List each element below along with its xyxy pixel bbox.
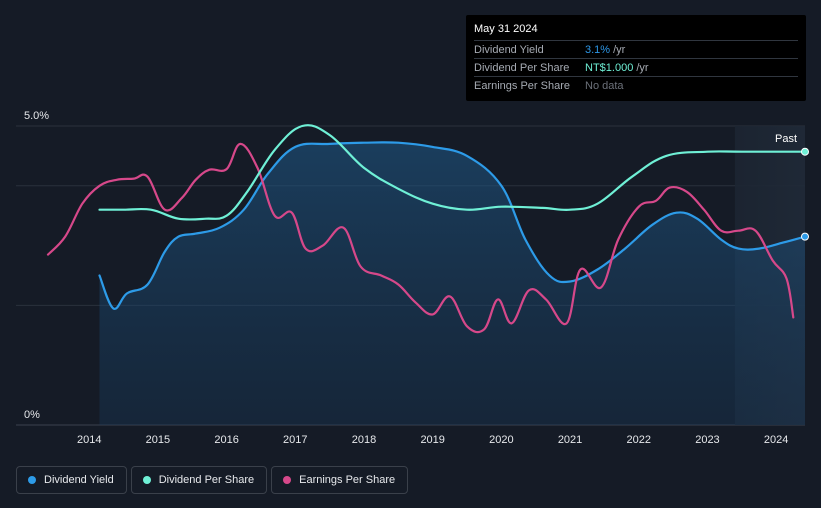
tooltip-label: Earnings Per Share bbox=[474, 79, 570, 92]
tooltip-row-earnings-per-share: Earnings Per Share No data bbox=[474, 76, 798, 94]
tooltip-unit: /yr bbox=[636, 61, 649, 74]
y-tick-label: 5.0% bbox=[24, 110, 49, 122]
tooltip-value: 3.1% bbox=[585, 43, 611, 56]
earnings-per-share-line bbox=[46, 142, 795, 334]
x-tick-label: 2021 bbox=[558, 434, 582, 446]
x-tick-label: 2019 bbox=[420, 434, 444, 446]
legend-item-dividend-per-share[interactable]: Dividend Per Share bbox=[130, 466, 268, 494]
series-layer bbox=[46, 124, 809, 425]
x-tick-label: 2020 bbox=[489, 434, 513, 446]
dividend-yield-end-marker bbox=[801, 232, 809, 241]
tooltip-panel: May 31 2024 Dividend Yield 3.1% /yr Divi… bbox=[466, 15, 806, 101]
dividend-per-share-end-marker bbox=[801, 147, 809, 156]
x-tick-label: 2018 bbox=[352, 434, 376, 446]
x-tick-label: 2015 bbox=[146, 434, 170, 446]
x-tick-label: 2024 bbox=[764, 434, 788, 446]
x-tick-label: 2017 bbox=[283, 434, 307, 446]
x-tick-label: 2016 bbox=[214, 434, 238, 446]
earnings-per-share-dot-icon bbox=[283, 476, 292, 484]
dividend-yield-area bbox=[99, 142, 805, 425]
x-tick-label: 2014 bbox=[77, 434, 101, 446]
legend-label: Earnings Per Share bbox=[299, 474, 396, 486]
axis-labels: 0% 5.0% 2014 2015 2016 2017 2018 2019 2020 2021 20… bbox=[24, 110, 788, 446]
dividend-yield-dot-icon bbox=[28, 476, 36, 484]
tooltip-value: NT$1.000 bbox=[585, 61, 634, 74]
dividend-yield-line bbox=[98, 141, 807, 310]
tooltip-label: Dividend Per Share bbox=[474, 61, 570, 74]
legend-label: Dividend Yield bbox=[44, 474, 114, 486]
x-tick-label: 2022 bbox=[627, 434, 651, 446]
legend-label: Dividend Per Share bbox=[158, 474, 255, 486]
x-tick-label: 2023 bbox=[695, 434, 719, 446]
dividend-per-share-line bbox=[98, 124, 807, 221]
tooltip-label: Dividend Yield bbox=[474, 43, 544, 56]
past-label: Past bbox=[775, 133, 797, 145]
tooltip-row-dividend-per-share: Dividend Per Share NT$1.000 /yr bbox=[474, 58, 798, 76]
tooltip-date: May 31 2024 bbox=[474, 23, 538, 35]
tooltip-unit: /yr bbox=[613, 43, 626, 56]
tooltip-value: No data bbox=[585, 79, 624, 92]
legend-item-earnings-per-share[interactable]: Earnings Per Share bbox=[271, 466, 409, 494]
dividend-per-share-dot-icon bbox=[142, 476, 151, 484]
legend-item-dividend-yield[interactable]: Dividend Yield bbox=[16, 466, 127, 494]
legend: Dividend Yield Dividend Per Share Earnin… bbox=[16, 466, 412, 494]
tooltip-row-dividend-yield: Dividend Yield 3.1% /yr bbox=[474, 40, 798, 58]
y-tick-label: 0% bbox=[24, 409, 40, 421]
